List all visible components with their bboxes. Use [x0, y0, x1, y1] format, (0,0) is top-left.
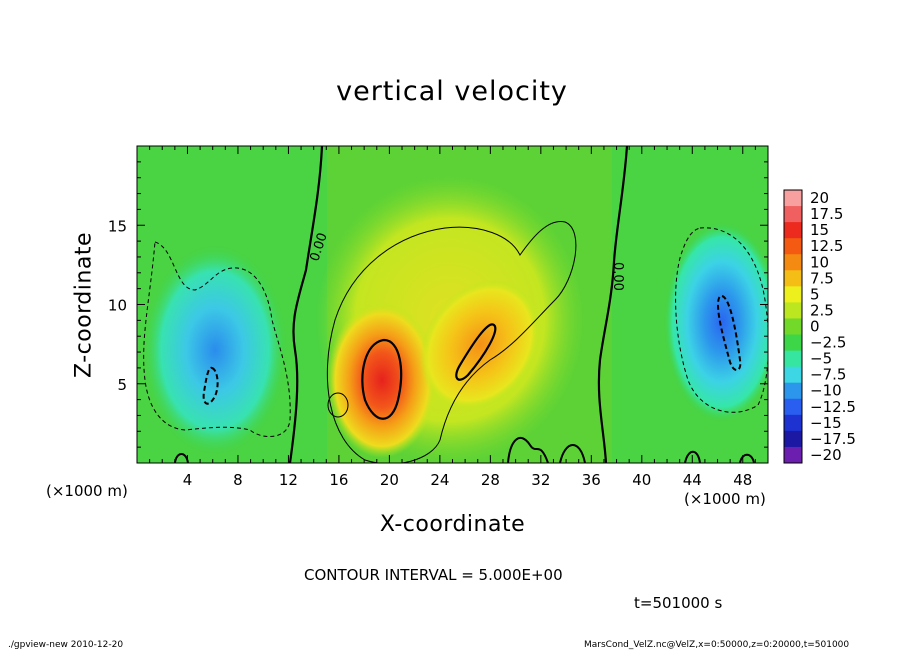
colorbar-swatch: [784, 206, 802, 223]
time-label: t=501000 s: [634, 594, 723, 612]
downdraft-left: [143, 245, 287, 455]
x-axis-label: X-coordinate: [379, 512, 526, 537]
ground-contour-blobs: [174, 437, 755, 463]
updraft-core-left: [327, 302, 437, 458]
x-tick-label: 48: [733, 471, 752, 489]
colorbar-label: 15: [810, 221, 829, 239]
colorbar-swatch: [784, 414, 802, 432]
y-axis-ticks: 5 10 15: [108, 161, 768, 448]
contour-minus5-right: [675, 227, 768, 413]
footer-left: ./gpview-new 2010-12-20: [8, 640, 124, 650]
colorbar-swatch: [784, 366, 802, 384]
x-tick-label: 44: [683, 471, 702, 489]
colorbar-swatch: [784, 446, 802, 464]
colorbar-swatch: [784, 286, 802, 303]
x-unit-label-right: (×1000 m): [684, 490, 766, 508]
colorbar-swatch: [784, 334, 802, 352]
colorbar-swatch: [784, 398, 802, 416]
colorbar: 2017.51512.5107.552.50−2.5−5−7.5−10−12.5…: [783, 189, 856, 464]
x-tick-label: 40: [632, 471, 651, 489]
colorbar-swatch: [784, 254, 802, 271]
x-tick-label: 16: [329, 471, 348, 489]
colorbar-swatch: [784, 318, 802, 336]
footer-right: MarsCond_VelZ.nc@VelZ,x=0:50000,z=0:2000…: [584, 640, 850, 650]
y-tick-label: 15: [108, 217, 127, 235]
colorbar-label: −12.5: [810, 398, 856, 416]
contour-plus10-right: [455, 323, 497, 381]
x-tick-label: 8: [233, 471, 243, 489]
x-tick-label: 36: [582, 471, 601, 489]
colorbar-swatch: [784, 382, 802, 400]
contour-minus5-left: [143, 241, 291, 438]
zero-contour-label-right: 0.00: [610, 262, 625, 291]
contour-field: [137, 146, 768, 463]
colorbar-label: 5: [810, 285, 820, 303]
x-tick-label: 4: [183, 471, 193, 489]
zero-contour-left: [288, 146, 324, 463]
chart-title: vertical velocity: [336, 76, 568, 107]
x-unit-label-left: (×1000 m): [46, 482, 128, 500]
contour-plus5-main: [326, 221, 577, 463]
colorbar-label: −20: [810, 446, 842, 464]
contour-interval-note: CONTOUR INTERVAL = 5.000E+00: [304, 566, 563, 584]
colorbar-swatch: [784, 222, 802, 239]
x-axis-ticks: 4 8 12 16 20 24 28 32 36 40 44 48: [149, 146, 756, 489]
x-tick-label: 24: [430, 471, 449, 489]
x-tick-label: 28: [481, 471, 500, 489]
colorbar-label: −17.5: [810, 430, 856, 448]
colorbar-label: −2.5: [810, 334, 846, 352]
colorbar-label: 12.5: [810, 237, 843, 255]
colorbar-swatch: [784, 430, 802, 448]
zero-contour-right: [597, 146, 629, 463]
contour-plus5-small: [327, 392, 349, 418]
y-tick-label: 10: [108, 297, 127, 315]
colorbar-swatch: [784, 238, 802, 255]
updraft-core-right: [419, 279, 541, 411]
y-tick-label: 5: [117, 376, 127, 394]
contour-minus10-right: [716, 294, 742, 371]
x-tick-label: 32: [531, 471, 550, 489]
x-tick-label: 20: [380, 471, 399, 489]
colorbar-label: −7.5: [810, 366, 846, 384]
colorbar-frame: [783, 189, 803, 464]
colorbar-label: 10: [810, 253, 829, 271]
colorbar-swatch: [784, 270, 802, 287]
y-axis-label: Z-coordinate: [71, 232, 97, 378]
colorbar-label: −15: [810, 414, 842, 432]
x-tick-label: 12: [279, 471, 298, 489]
downdraft-right: [664, 222, 768, 422]
colorbar-label: −5: [810, 350, 832, 368]
colorbar-label: 7.5: [810, 269, 834, 287]
colorbar-swatch: [784, 350, 802, 368]
colorbar-label: −10: [810, 382, 842, 400]
contour-plus10-left: [361, 338, 403, 420]
colorbar-swatch: [784, 302, 802, 319]
colorbar-label: 0: [810, 318, 820, 336]
colorbar-swatch: [784, 190, 802, 207]
colorbar-label: 20: [810, 189, 829, 207]
colorbar-label: 17.5: [810, 205, 843, 223]
contour-minus10-left: [202, 366, 219, 405]
colorbar-label: 2.5: [810, 301, 834, 319]
